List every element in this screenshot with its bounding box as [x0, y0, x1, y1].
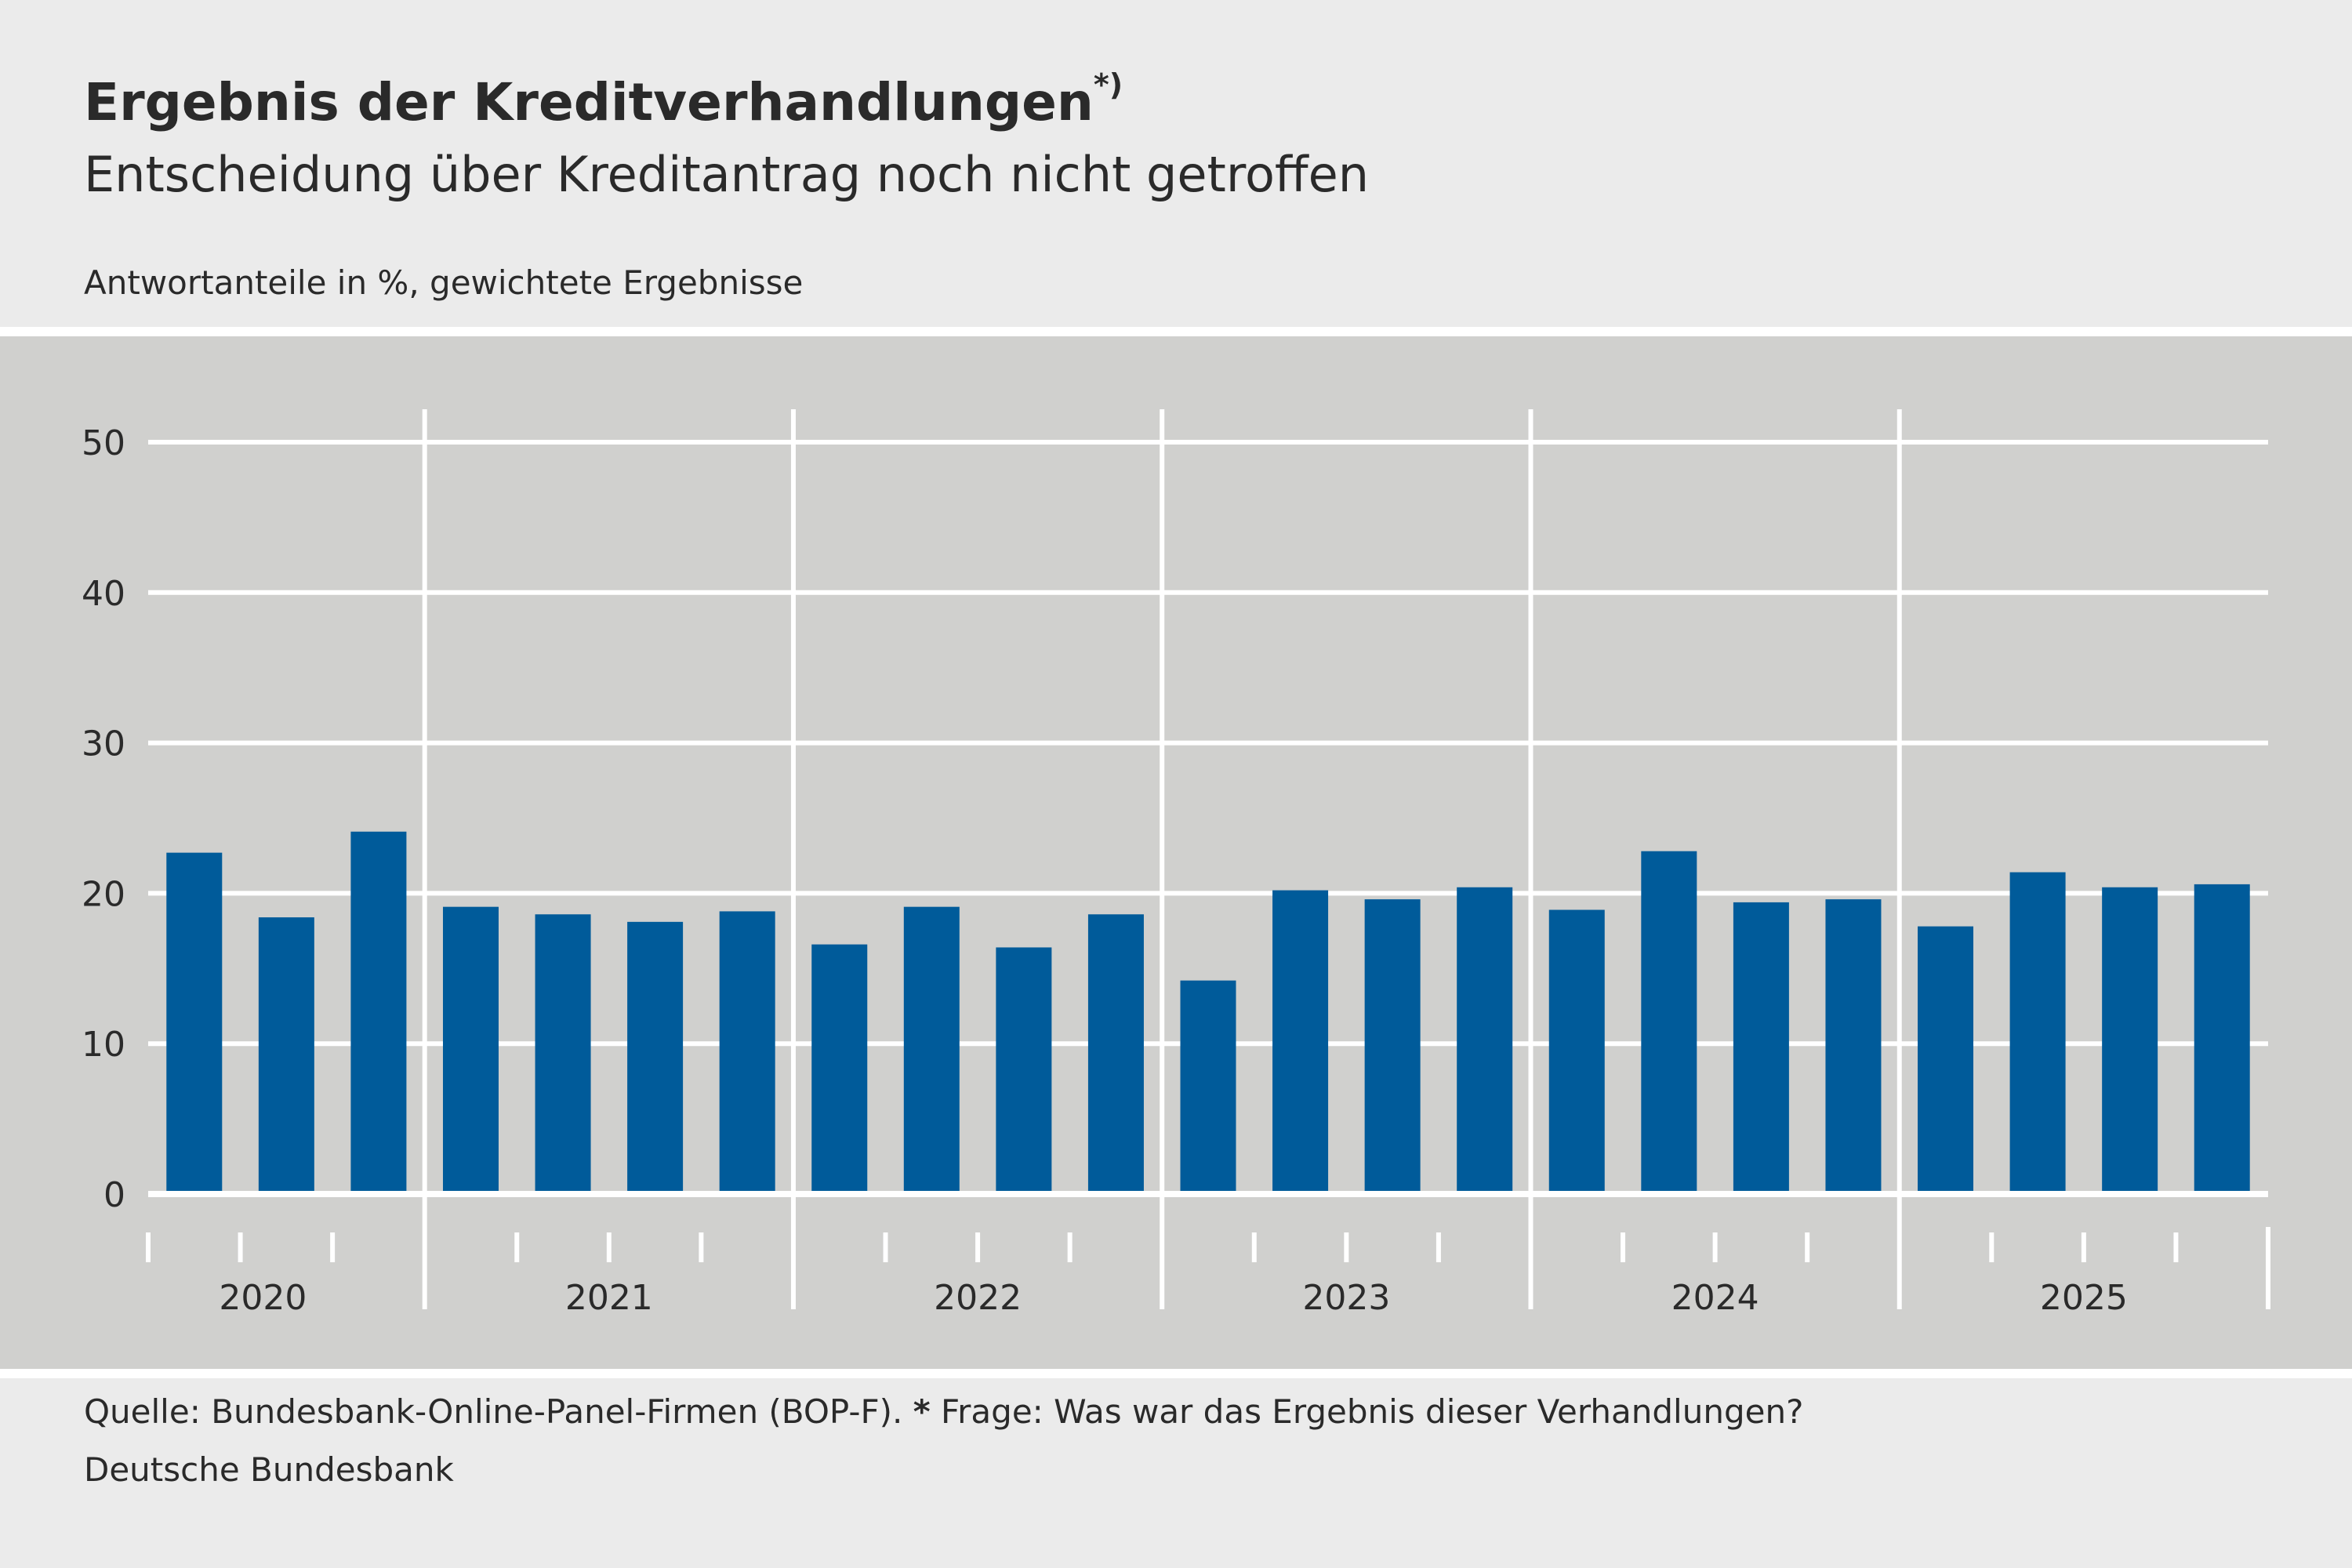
chart-subtitle: Entscheidung über Kreditantrag noch nich… [84, 146, 1370, 203]
bar [2102, 887, 2158, 1194]
title-footnote-marker: *) [1093, 67, 1123, 102]
bar [1733, 902, 1789, 1194]
x-tick-label: 2022 [934, 1278, 1022, 1318]
bar [1641, 851, 1697, 1194]
bar [627, 921, 684, 1194]
y-tick-label: 0 [103, 1175, 125, 1215]
title-text: Ergebnis der Kreditverhandlungen [84, 72, 1094, 132]
x-tick-label: 2020 [219, 1278, 307, 1318]
bar [996, 947, 1052, 1194]
footnote-star: * [913, 1392, 931, 1431]
bar [535, 914, 591, 1194]
source-note: Quelle: Bundesbank-Online-Panel-Firmen (… [84, 1392, 1803, 1431]
bar [1918, 926, 1974, 1194]
bar [258, 917, 314, 1194]
source-text: Quelle: Bundesbank-Online-Panel-Firmen (… [84, 1392, 913, 1431]
x-tick-label: 2021 [565, 1278, 653, 1318]
chart-title: Ergebnis der Kreditverhandlungen*) [84, 67, 1123, 132]
y-tick-label: 50 [82, 423, 125, 463]
bar [2194, 884, 2250, 1194]
bar [903, 906, 960, 1194]
bar [1180, 980, 1236, 1194]
bar [1825, 899, 1882, 1194]
y-tick-label: 30 [82, 724, 125, 764]
bar [1087, 914, 1144, 1194]
bar [1457, 887, 1513, 1194]
x-tick-label: 2023 [1302, 1278, 1390, 1318]
y-tick-label: 40 [82, 574, 125, 614]
bar [1548, 909, 1605, 1194]
bar [811, 944, 868, 1194]
y-axis-label: Antwortanteile in %, gewichtete Ergebnis… [84, 263, 804, 302]
x-tick-label: 2024 [1671, 1278, 1759, 1318]
bar [166, 852, 223, 1194]
y-tick-label: 20 [82, 874, 125, 914]
bar [719, 911, 775, 1194]
publisher: Deutsche Bundesbank [84, 1450, 454, 1489]
y-tick-label: 10 [82, 1025, 125, 1065]
bar [442, 906, 499, 1194]
bar [1272, 890, 1329, 1194]
bar [2009, 872, 2066, 1194]
footnote-text: Frage: Was war das Ergebnis dieser Verha… [930, 1392, 1804, 1431]
bar [350, 831, 407, 1194]
x-tick-label: 2025 [2040, 1278, 2128, 1318]
bar [1364, 899, 1421, 1194]
